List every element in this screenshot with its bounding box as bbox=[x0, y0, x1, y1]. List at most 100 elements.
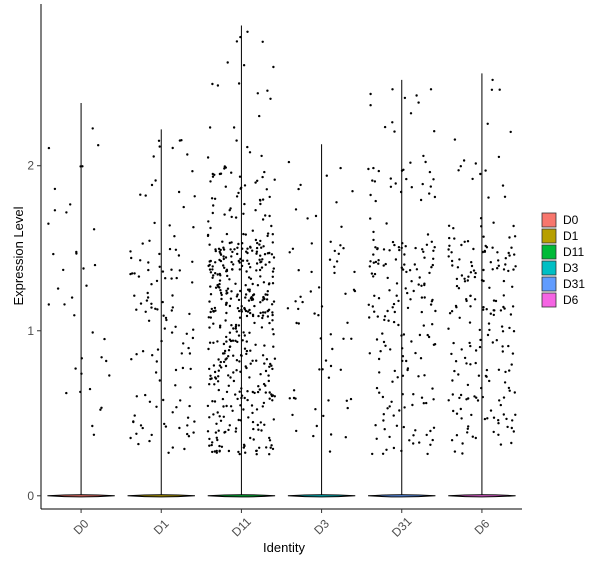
data-point bbox=[342, 247, 345, 250]
data-point bbox=[327, 399, 330, 402]
legend-swatch-D3 bbox=[541, 260, 557, 276]
data-point bbox=[227, 384, 230, 387]
data-point bbox=[141, 242, 144, 245]
data-point bbox=[477, 374, 481, 377]
data-point bbox=[56, 287, 60, 290]
violin-base-D31 bbox=[368, 494, 436, 498]
data-point bbox=[62, 268, 65, 272]
data-point bbox=[225, 340, 228, 343]
data-point bbox=[414, 351, 417, 355]
data-point bbox=[79, 165, 82, 168]
data-point bbox=[251, 390, 254, 394]
violin-base-D6 bbox=[448, 494, 516, 498]
data-point bbox=[163, 327, 166, 330]
data-point bbox=[259, 421, 262, 424]
data-point bbox=[453, 450, 457, 453]
data-point bbox=[511, 285, 514, 288]
data-point bbox=[272, 256, 276, 259]
data-point bbox=[492, 221, 495, 224]
violin-base-D11 bbox=[207, 494, 276, 498]
data-point bbox=[271, 319, 274, 322]
data-point bbox=[257, 314, 260, 318]
data-point bbox=[455, 306, 458, 309]
data-point bbox=[417, 101, 420, 104]
data-point bbox=[255, 453, 258, 456]
data-point bbox=[403, 406, 406, 409]
data-point bbox=[413, 263, 416, 266]
data-point bbox=[251, 282, 254, 286]
data-point bbox=[314, 214, 318, 218]
data-point bbox=[217, 429, 220, 432]
data-point bbox=[207, 220, 210, 223]
data-point bbox=[253, 304, 256, 308]
data-point bbox=[479, 217, 483, 220]
data-point bbox=[156, 308, 159, 311]
data-point bbox=[218, 279, 222, 282]
data-point bbox=[228, 345, 232, 349]
data-point bbox=[372, 261, 375, 264]
data-point bbox=[400, 246, 403, 250]
data-point bbox=[129, 436, 132, 440]
data-point bbox=[211, 82, 214, 86]
data-point bbox=[377, 357, 381, 361]
data-point bbox=[63, 303, 66, 306]
data-point bbox=[232, 327, 235, 330]
data-point bbox=[297, 307, 300, 311]
data-point bbox=[291, 247, 295, 250]
data-point bbox=[206, 156, 210, 159]
data-point bbox=[450, 439, 454, 442]
data-point bbox=[209, 226, 212, 230]
data-point bbox=[256, 179, 259, 182]
data-point bbox=[174, 384, 177, 387]
data-point bbox=[244, 293, 248, 296]
data-point bbox=[230, 215, 233, 219]
data-point bbox=[430, 240, 433, 243]
data-point bbox=[229, 248, 232, 251]
data-point bbox=[509, 313, 513, 316]
data-point bbox=[510, 426, 513, 430]
data-point bbox=[133, 272, 136, 275]
data-point bbox=[350, 337, 353, 340]
data-point bbox=[208, 243, 211, 246]
data-point bbox=[141, 426, 144, 430]
data-point bbox=[244, 309, 248, 313]
data-point bbox=[229, 339, 233, 343]
data-point bbox=[187, 346, 190, 350]
data-point bbox=[222, 246, 225, 249]
data-point bbox=[385, 222, 388, 225]
data-point bbox=[216, 283, 219, 287]
data-point bbox=[491, 341, 494, 344]
data-point bbox=[251, 411, 254, 415]
data-point bbox=[231, 250, 234, 254]
data-point bbox=[353, 289, 357, 293]
data-point bbox=[264, 263, 267, 266]
data-point bbox=[460, 274, 464, 277]
data-point bbox=[255, 252, 258, 255]
y-axis-title: Expression Level bbox=[11, 206, 26, 305]
data-point bbox=[376, 247, 379, 251]
data-point bbox=[255, 246, 259, 250]
data-point bbox=[234, 282, 237, 285]
x-tick-label: D1 bbox=[151, 516, 172, 537]
data-point bbox=[148, 439, 151, 443]
data-point bbox=[410, 280, 413, 283]
data-point bbox=[261, 314, 265, 317]
data-point bbox=[156, 348, 160, 351]
data-point bbox=[476, 399, 480, 402]
data-point bbox=[261, 258, 264, 261]
data-point bbox=[261, 405, 264, 408]
legend-label-D0: D0 bbox=[563, 213, 579, 227]
data-point bbox=[497, 259, 500, 262]
data-point bbox=[395, 294, 398, 297]
data-point bbox=[419, 357, 423, 360]
data-point bbox=[70, 296, 74, 299]
data-point bbox=[193, 195, 196, 198]
data-point bbox=[425, 433, 428, 437]
data-point bbox=[247, 416, 250, 419]
data-point bbox=[91, 424, 94, 428]
data-point bbox=[223, 213, 226, 216]
data-point bbox=[268, 195, 271, 199]
data-point bbox=[450, 310, 454, 313]
data-point bbox=[147, 261, 150, 264]
data-point bbox=[241, 259, 245, 262]
